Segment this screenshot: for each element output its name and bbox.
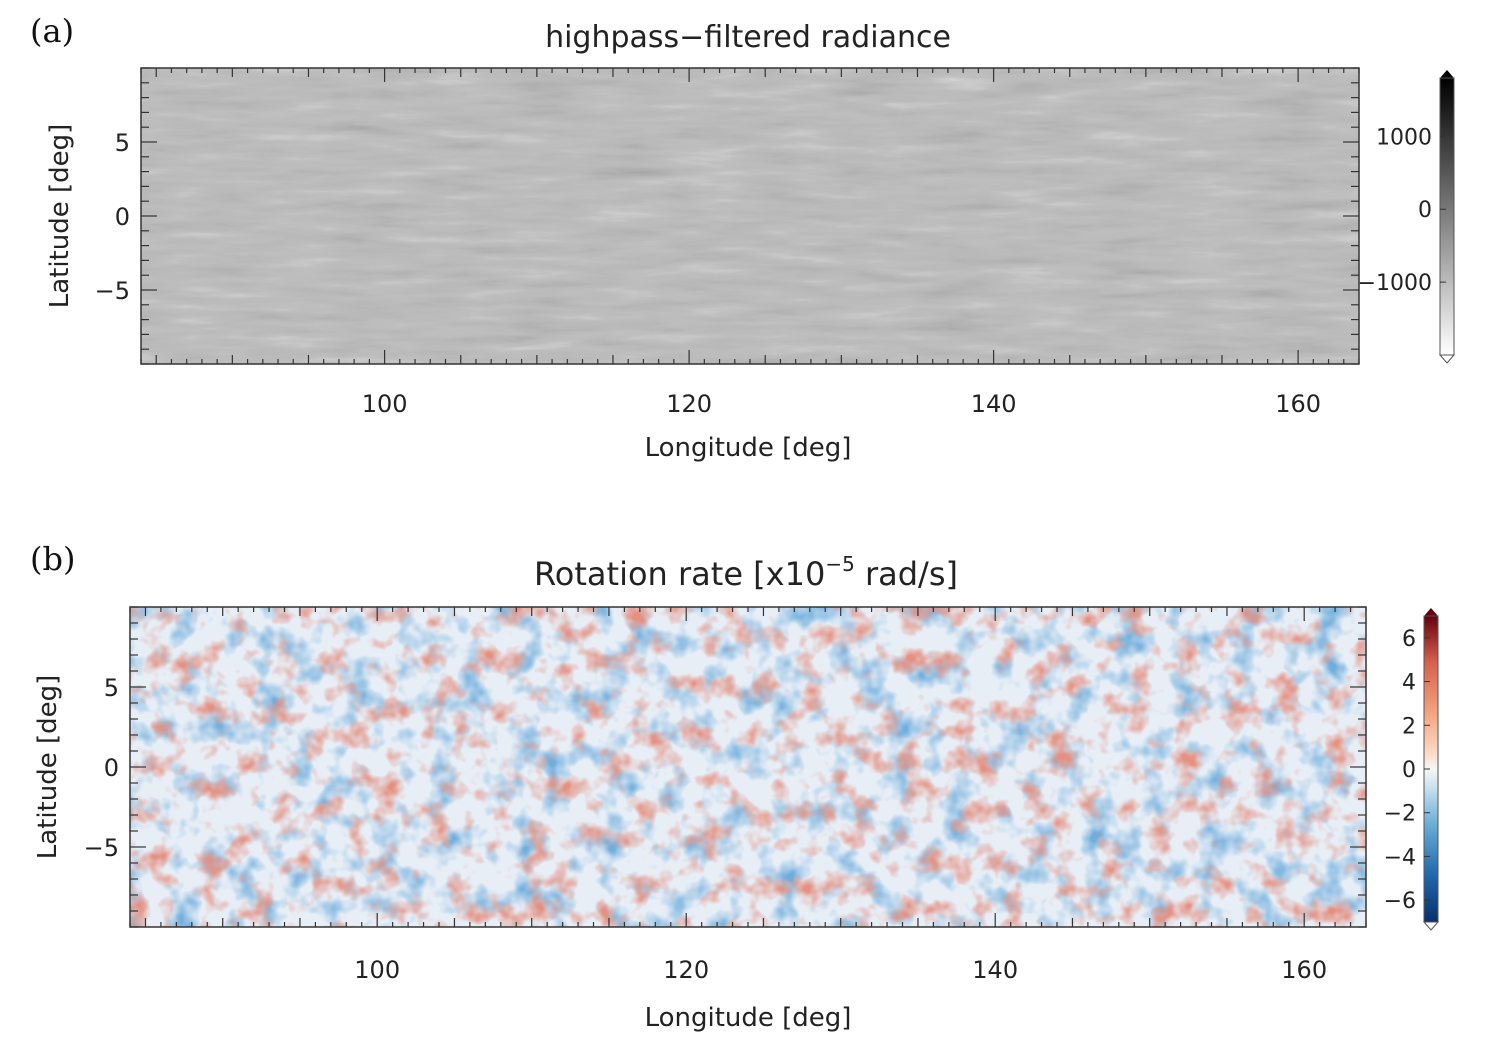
panel-b-x-ticks: 100 120 140 160 [129,607,1367,984]
x-tick-label: 140 [972,956,1018,984]
x-tick-label: 140 [971,390,1017,418]
panel-a-label: (a) [30,12,74,50]
panel-b-title: Rotation rate [x10−5 rad/s] [534,552,958,593]
x-tick-label: 100 [354,956,400,984]
panel-a-colorbar-ticks: −1000 0 1000 [1358,125,1446,296]
x-tick-label: 120 [663,956,709,984]
panel-b-ylabel: Latitude [deg] [33,675,63,860]
colorbar-tick-label: 4 [1402,671,1416,696]
panel-b-title-main: Rotation rate [x10 [534,555,825,593]
y-tick-label: 5 [104,674,119,702]
y-tick-label: 0 [104,754,119,782]
panel-b-colorbar-max-arrow [1424,608,1438,616]
x-tick-label: 100 [362,390,408,418]
x-tick-label: 160 [1275,390,1321,418]
panel-a-colorbar-min-arrow [1438,354,1456,364]
panel-b-positive-vorticity-field [130,607,1366,927]
panel-a-x-ticks: 100 120 140 160 [140,68,1360,418]
y-tick-label: 0 [115,203,130,231]
colorbar-tick-label: 1000 [1376,125,1432,150]
colorbar-tick-label: −2 [1384,802,1416,827]
panel-a-ylabel: Latitude [deg] [45,124,75,309]
colorbar-tick-label: −4 [1384,845,1416,870]
panel-a-colorbar-max-arrow [1440,70,1454,78]
colorbar-tick-label: 0 [1402,758,1416,783]
panel-b-xlabel: Longitude [deg] [645,1003,852,1033]
panel-b-title-exponent: −5 [825,552,854,576]
panel-a-radiance-field [141,68,1359,364]
x-tick-label: 160 [1281,956,1327,984]
panel-b-colorbar-ticks: −6 −4 −2 0 2 4 6 [1384,627,1430,914]
y-tick-label: −5 [84,834,119,862]
panel-a: (a) highpass−filtered radiance 100 120 140… [30,12,1456,463]
panel-a-xlabel: Longitude [deg] [645,433,852,463]
colorbar-tick-label: 2 [1402,714,1416,739]
panel-b-y-ticks: −5 0 5 [84,606,1366,928]
colorbar-tick-label: −1000 [1358,271,1432,296]
panel-a-colorbar [1439,77,1455,356]
panel-a-title: highpass−filtered radiance [545,20,951,55]
panel-b-colorbar-min-arrow [1422,921,1440,931]
colorbar-tick-label: 0 [1418,198,1432,223]
y-tick-label: 5 [115,129,130,157]
y-tick-label: −5 [95,277,130,305]
panel-a-y-ticks: −5 0 5 [95,67,1359,365]
colorbar-tick-label: 6 [1402,627,1416,652]
panel-b: (b) Rotation rate [x10−5 rad/s] 100 120 14… [30,540,1440,1033]
x-tick-label: 120 [666,390,712,418]
colorbar-tick-label: −6 [1384,889,1416,914]
panel-b-title-units: rad/s] [855,555,958,593]
panel-b-label: (b) [30,540,75,578]
